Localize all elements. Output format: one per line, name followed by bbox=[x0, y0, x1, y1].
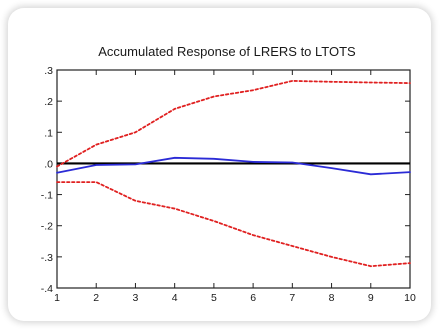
y-tick-label: -.2 bbox=[41, 221, 53, 233]
x-tick-label: 2 bbox=[93, 292, 99, 304]
x-tick-label: 5 bbox=[211, 292, 217, 304]
y-tick-label: -.4 bbox=[41, 283, 53, 295]
series-layer bbox=[56, 80, 411, 268]
x-tick-label: 4 bbox=[172, 292, 178, 304]
y-tick-label: .3 bbox=[44, 65, 53, 77]
plot-area bbox=[56, 69, 411, 289]
y-tick-label: .2 bbox=[44, 96, 53, 108]
y-tick-label: -.1 bbox=[41, 190, 53, 202]
x-tick-label: 8 bbox=[329, 292, 335, 304]
series-line-upper-band bbox=[56, 80, 411, 168]
y-tick-label: .0 bbox=[44, 158, 53, 170]
x-tick-label: 7 bbox=[289, 292, 295, 304]
x-tick-label: 6 bbox=[250, 292, 256, 304]
chart-title: Accumulated Response of LRERS to LTOTS bbox=[98, 44, 356, 59]
x-tick-label: 1 bbox=[54, 292, 60, 304]
series-line-response bbox=[56, 156, 411, 176]
x-tick-label: 3 bbox=[133, 292, 139, 304]
y-tick-label: .1 bbox=[44, 127, 53, 139]
x-tick-label: 9 bbox=[368, 292, 374, 304]
y-axis: .3 .2 .1 .0 -.1 -.2 -.3 -.4 bbox=[41, 65, 410, 295]
x-axis: 1 2 3 4 5 6 7 8 9 10 bbox=[54, 70, 416, 304]
series-line-lower-band bbox=[56, 181, 411, 268]
y-tick-label: -.3 bbox=[41, 252, 53, 264]
x-tick-label: 10 bbox=[404, 292, 416, 304]
